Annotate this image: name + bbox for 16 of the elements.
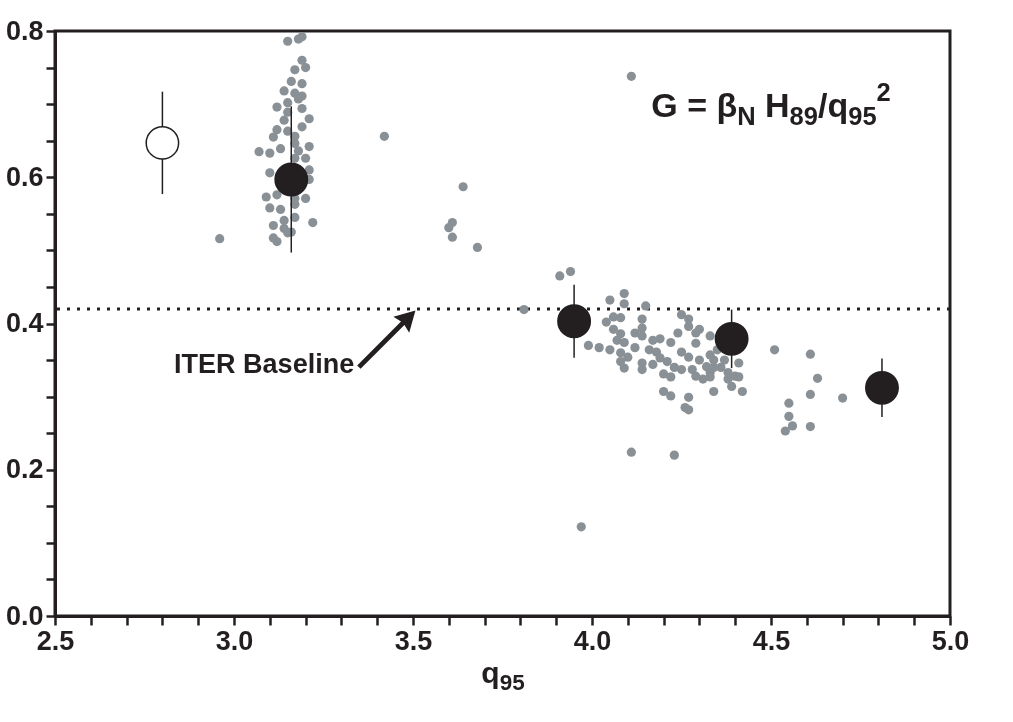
x-tick-label: 3.0 [215, 625, 254, 656]
point [557, 304, 592, 339]
y-tick-label: 0.6 [5, 161, 44, 192]
point [865, 370, 899, 405]
point [714, 321, 749, 356]
x-tick-label: 5.0 [931, 625, 970, 656]
y-tick-label: 0.2 [5, 454, 44, 485]
annotation: ITER Baseline [174, 348, 355, 379]
x-tick-label: 3.5 [394, 625, 433, 656]
point [145, 125, 180, 160]
x-tick-label: 4.0 [573, 625, 612, 656]
point [274, 162, 309, 197]
x-tick-label: 4.5 [752, 625, 791, 656]
y-tick-label: 0.8 [5, 15, 44, 46]
y-tick-label: 0.4 [5, 308, 44, 338]
x-axis-title: q$_{95}$ [481, 655, 525, 695]
